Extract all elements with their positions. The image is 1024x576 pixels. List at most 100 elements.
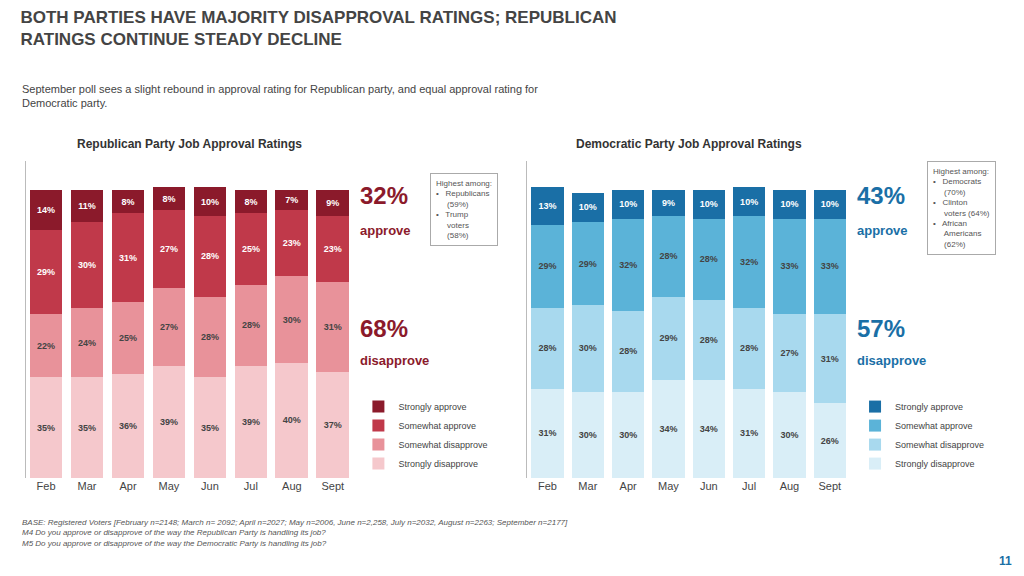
svg-text:Aug: Aug: [780, 480, 800, 492]
svg-text:30%: 30%: [78, 260, 96, 270]
svg-text:25%: 25%: [242, 244, 260, 254]
svg-text:30%: 30%: [579, 343, 597, 353]
svg-text:May: May: [658, 480, 679, 492]
svg-text:34%: 34%: [700, 424, 718, 434]
svg-text:34%: 34%: [659, 424, 677, 434]
svg-text:35%: 35%: [37, 423, 55, 433]
svg-text:36%: 36%: [119, 421, 137, 431]
svg-text:39%: 39%: [160, 417, 178, 427]
svg-text:Republican Party Job Approval: Republican Party Job Approval Ratings: [77, 137, 302, 151]
svg-text:8%: 8%: [162, 194, 175, 204]
svg-text:26%: 26%: [821, 436, 839, 446]
svg-text:28%: 28%: [740, 343, 758, 353]
svg-text:Somewhat disapprove: Somewhat disapprove: [895, 440, 984, 450]
svg-text:approve: approve: [360, 223, 411, 238]
svg-text:29%: 29%: [579, 259, 597, 269]
svg-text:Somewhat disapprove: Somewhat disapprove: [398, 440, 487, 450]
svg-text:Strongly approve: Strongly approve: [398, 402, 466, 412]
svg-text:8%: 8%: [244, 197, 257, 207]
svg-text:31%: 31%: [324, 322, 342, 332]
svg-text:Somewhat approve: Somewhat approve: [398, 421, 476, 431]
svg-text:Strongly disapprove: Strongly disapprove: [895, 459, 975, 469]
svg-text:Strongly disapprove: Strongly disapprove: [398, 459, 478, 469]
svg-text:28%: 28%: [700, 254, 718, 264]
svg-text:33%: 33%: [780, 261, 798, 271]
svg-text:10%: 10%: [821, 199, 839, 209]
svg-text:33%: 33%: [821, 261, 839, 271]
svg-text:35%: 35%: [201, 423, 219, 433]
svg-text:Jul: Jul: [742, 480, 756, 492]
svg-text:Feb: Feb: [538, 480, 557, 492]
svg-text:Jun: Jun: [700, 480, 718, 492]
svg-text:10%: 10%: [619, 199, 637, 209]
svg-text:27%: 27%: [780, 348, 798, 358]
svg-text:31%: 31%: [821, 354, 839, 364]
svg-text:10%: 10%: [740, 197, 758, 207]
svg-text:Mar: Mar: [78, 480, 97, 492]
svg-text:Jun: Jun: [201, 480, 219, 492]
svg-text:BASE: Registered Voters [Febru: BASE: Registered Voters [February n=2148…: [22, 518, 568, 548]
svg-text:29%: 29%: [659, 333, 677, 343]
svg-text:31%: 31%: [539, 428, 557, 438]
svg-text:Apr: Apr: [620, 480, 637, 492]
svg-text:10%: 10%: [780, 199, 798, 209]
svg-text:13%: 13%: [539, 201, 557, 211]
svg-text:9%: 9%: [662, 198, 675, 208]
svg-text:39%: 39%: [242, 417, 260, 427]
svg-text:31%: 31%: [740, 428, 758, 438]
svg-text:28%: 28%: [242, 320, 260, 330]
svg-text:Strongly approve: Strongly approve: [895, 402, 963, 412]
svg-text:Somewhat approve: Somewhat approve: [895, 421, 973, 431]
svg-text:Sept: Sept: [818, 480, 841, 492]
svg-text:24%: 24%: [78, 338, 96, 348]
svg-text:27%: 27%: [160, 322, 178, 332]
svg-text:Democratic Party Job Approval: Democratic Party Job Approval Ratings: [576, 137, 802, 151]
svg-text:31%: 31%: [119, 253, 137, 263]
svg-text:30%: 30%: [579, 430, 597, 440]
svg-text:10%: 10%: [700, 199, 718, 209]
svg-text:32%: 32%: [740, 257, 758, 267]
svg-text:30%: 30%: [780, 430, 798, 440]
svg-text:10%: 10%: [579, 202, 597, 212]
svg-text:disapprove: disapprove: [857, 353, 926, 368]
svg-text:Mar: Mar: [578, 480, 597, 492]
svg-text:32%: 32%: [619, 260, 637, 270]
svg-text:28%: 28%: [201, 332, 219, 342]
svg-text:28%: 28%: [539, 343, 557, 353]
svg-text:22%: 22%: [37, 341, 55, 351]
svg-text:29%: 29%: [37, 267, 55, 277]
svg-text:43%: 43%: [857, 182, 905, 209]
svg-text:28%: 28%: [619, 346, 637, 356]
svg-text:23%: 23%: [283, 238, 301, 248]
svg-text:23%: 23%: [324, 244, 342, 254]
svg-text:disapprove: disapprove: [360, 353, 429, 368]
svg-text:28%: 28%: [700, 335, 718, 345]
svg-text:Feb: Feb: [37, 480, 56, 492]
svg-text:May: May: [159, 480, 180, 492]
svg-text:Highest among:• Republicans: Highest among:• Republicans (59%)• Trump…: [436, 179, 492, 240]
svg-text:27%: 27%: [160, 244, 178, 254]
svg-text:11: 11: [999, 554, 1012, 568]
svg-text:14%: 14%: [37, 205, 55, 215]
svg-text:8%: 8%: [121, 197, 134, 207]
svg-text:Aug: Aug: [282, 480, 302, 492]
svg-text:10%: 10%: [201, 197, 219, 207]
svg-text:Jul: Jul: [244, 480, 258, 492]
svg-text:29%: 29%: [539, 261, 557, 271]
svg-text:40%: 40%: [283, 415, 301, 425]
svg-text:57%: 57%: [857, 315, 905, 342]
svg-text:37%: 37%: [324, 420, 342, 430]
svg-text:BOTH PARTIES HAVE MAJORITY DIS: BOTH PARTIES HAVE MAJORITY DISAPPROVAL R…: [20, 8, 616, 49]
svg-text:approve: approve: [857, 223, 908, 238]
svg-text:11%: 11%: [78, 201, 96, 211]
svg-text:7%: 7%: [285, 195, 298, 205]
svg-text:35%: 35%: [78, 423, 96, 433]
svg-text:Highest among:• Democrats: Highest among:• Democrats (70%)• Clinton…: [933, 167, 990, 249]
svg-text:September poll sees a slight r: September poll sees a slight rebound in …: [22, 83, 538, 109]
svg-text:9%: 9%: [326, 198, 339, 208]
svg-text:28%: 28%: [201, 251, 219, 261]
svg-text:30%: 30%: [283, 315, 301, 325]
svg-text:68%: 68%: [360, 315, 408, 342]
svg-text:32%: 32%: [360, 182, 408, 209]
svg-text:25%: 25%: [119, 333, 137, 343]
